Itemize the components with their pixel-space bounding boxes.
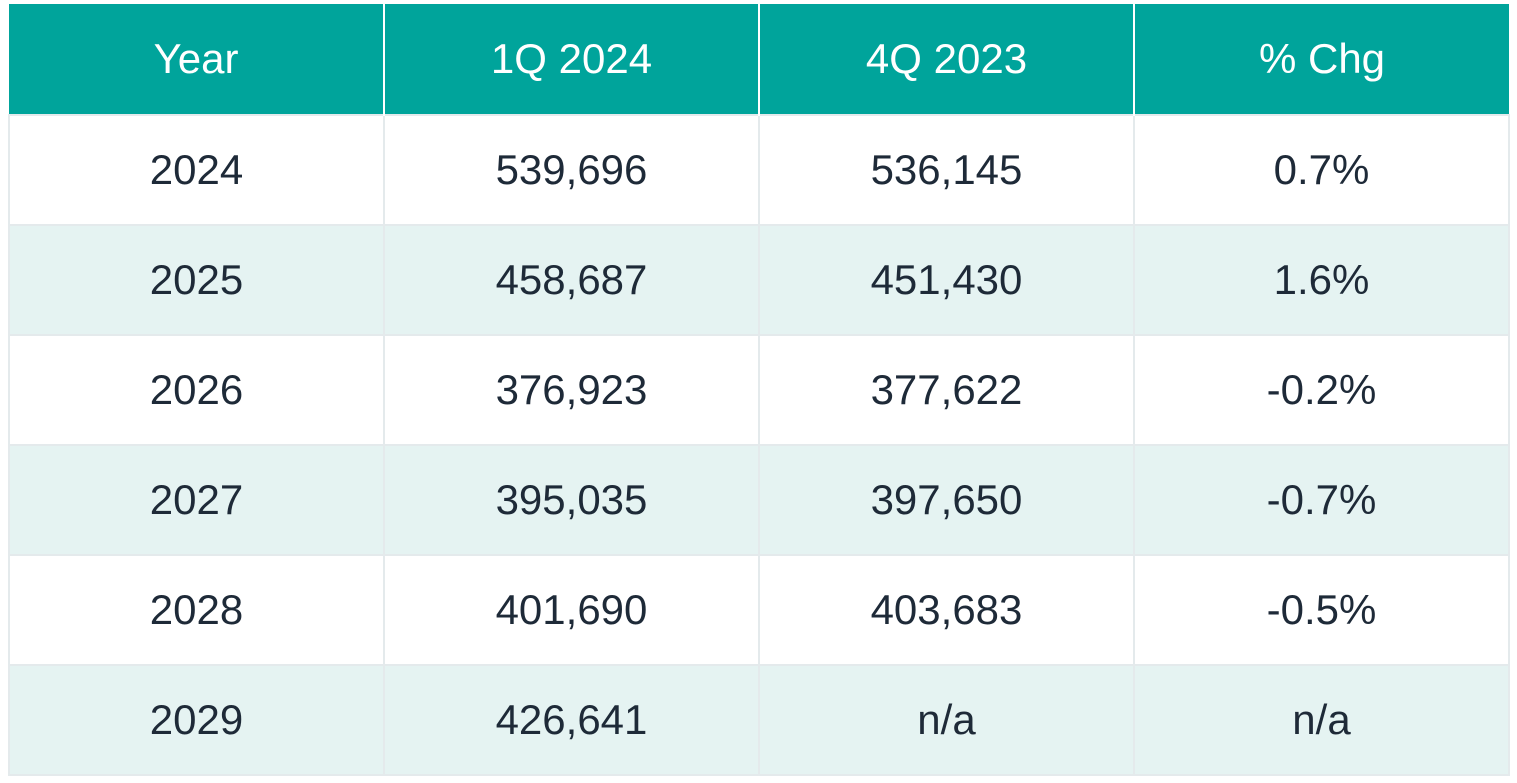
cell-4q-2023: 397,650 (758, 444, 1135, 556)
cell-year: 2026 (8, 334, 385, 446)
cell-pct-change: n/a (1133, 664, 1510, 776)
header-year: Year (9, 4, 385, 115)
table-row: 2026 376,923 377,622 -0.2% (8, 334, 1510, 446)
forecast-table: Year 1Q 2024 4Q 2023 % Chg 2024 539,696 … (8, 4, 1510, 776)
cell-4q-2023: 536,145 (758, 114, 1135, 226)
table-body: 2024 539,696 536,145 0.7% 2025 458,687 4… (8, 114, 1510, 776)
header-4q-2023: 4Q 2023 (758, 4, 1135, 115)
table-row: 2028 401,690 403,683 -0.5% (8, 554, 1510, 666)
cell-pct-change: 1.6% (1133, 224, 1510, 336)
cell-1q-2024: 401,690 (383, 554, 760, 666)
cell-1q-2024: 395,035 (383, 444, 760, 556)
cell-1q-2024: 458,687 (383, 224, 760, 336)
cell-year: 2028 (8, 554, 385, 666)
data-table-container: Year 1Q 2024 4Q 2023 % Chg 2024 539,696 … (8, 4, 1510, 776)
table-row: 2024 539,696 536,145 0.7% (8, 114, 1510, 226)
cell-4q-2023: n/a (758, 664, 1135, 776)
table-header: Year 1Q 2024 4Q 2023 % Chg (9, 4, 1509, 115)
table-row: 2027 395,035 397,650 -0.7% (8, 444, 1510, 556)
cell-year: 2025 (8, 224, 385, 336)
cell-4q-2023: 403,683 (758, 554, 1135, 666)
cell-year: 2027 (8, 444, 385, 556)
cell-pct-change: -0.7% (1133, 444, 1510, 556)
cell-pct-change: -0.5% (1133, 554, 1510, 666)
cell-1q-2024: 539,696 (383, 114, 760, 226)
cell-pct-change: 0.7% (1133, 114, 1510, 226)
cell-4q-2023: 451,430 (758, 224, 1135, 336)
table-row: 2029 426,641 n/a n/a (8, 664, 1510, 776)
cell-1q-2024: 426,641 (383, 664, 760, 776)
table-row: 2025 458,687 451,430 1.6% (8, 224, 1510, 336)
cell-pct-change: -0.2% (1133, 334, 1510, 446)
cell-1q-2024: 376,923 (383, 334, 760, 446)
cell-year: 2024 (8, 114, 385, 226)
header-row: Year 1Q 2024 4Q 2023 % Chg (9, 4, 1509, 115)
header-pct-change: % Chg (1133, 4, 1509, 115)
header-1q-2024: 1Q 2024 (383, 4, 760, 115)
cell-year: 2029 (8, 664, 385, 776)
cell-4q-2023: 377,622 (758, 334, 1135, 446)
